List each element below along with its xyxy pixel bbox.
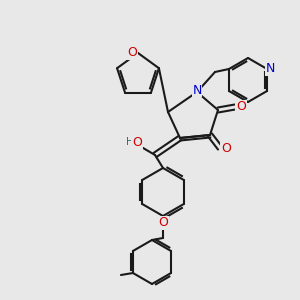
Text: O: O [236, 100, 246, 113]
Text: O: O [127, 46, 137, 59]
Text: N: N [266, 62, 275, 76]
Text: O: O [132, 136, 142, 148]
Text: N: N [192, 83, 202, 97]
Text: O: O [158, 217, 168, 230]
Text: O: O [221, 142, 231, 154]
Text: H: H [126, 137, 134, 147]
